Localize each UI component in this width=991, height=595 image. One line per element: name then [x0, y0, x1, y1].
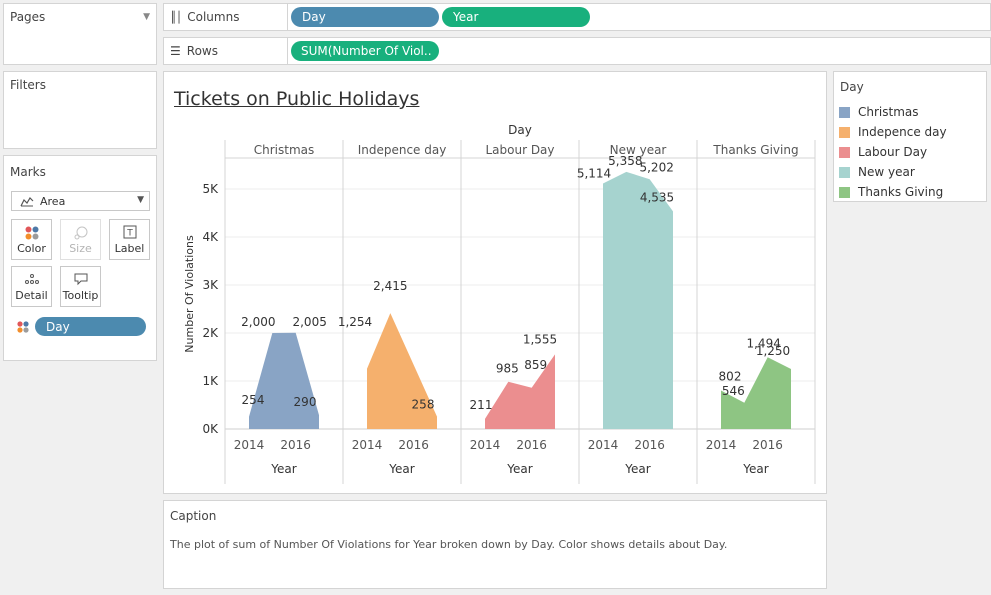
legend-swatch	[839, 146, 850, 158]
chart-panel: Tickets on Public Holidays	[163, 71, 827, 494]
caption-title: Caption	[170, 509, 217, 523]
color-dots-icon	[12, 225, 51, 241]
label-button[interactable]: T Label	[109, 219, 150, 260]
rows-shelf-label: ☰ Rows	[164, 38, 288, 64]
legend-swatch	[839, 106, 850, 118]
chart-title: Tickets on Public Holidays	[174, 88, 420, 110]
tooltip-bubble-icon	[61, 272, 100, 286]
rows-icon: ☰	[170, 44, 181, 58]
caption-text: The plot of sum of Number Of Violations …	[170, 538, 728, 551]
columns-label: Columns	[187, 10, 240, 24]
color-field-pill-label: Day	[46, 319, 70, 334]
legend-item-labour-day[interactable]: Labour Day	[839, 143, 927, 161]
filters-panel[interactable]: Filters	[3, 71, 157, 149]
rows-pill-measure[interactable]: SUM(Number Of Viol..	[291, 41, 439, 61]
pages-title: Pages	[10, 10, 46, 24]
detail-button[interactable]: Detail	[11, 266, 52, 307]
pages-menu-chevron-icon[interactable]: ▼	[143, 12, 150, 22]
legend-item-new-year[interactable]: New year	[839, 163, 915, 181]
mark-type-dropdown[interactable]: Area ▼	[11, 191, 150, 211]
legend-item-indepence-day[interactable]: Indepence day	[839, 123, 947, 141]
filters-title: Filters	[10, 78, 46, 92]
caption-panel: Caption The plot of sum of Number Of Vio…	[163, 500, 827, 589]
legend-panel: Day Christmas Indepence day Labour Day N…	[833, 71, 987, 202]
columns-pill-year-label: Year	[453, 10, 479, 24]
detail-dots-icon	[12, 272, 51, 286]
legend-label: Thanks Giving	[858, 185, 944, 199]
rows-shelf[interactable]: ☰ Rows SUM(Number Of Viol..	[163, 37, 991, 65]
legend-swatch	[839, 166, 850, 178]
area-chart-icon	[20, 196, 34, 206]
detail-button-label: Detail	[15, 289, 48, 302]
size-icon	[61, 225, 100, 241]
legend-label: Indepence day	[858, 125, 947, 139]
legend-item-christmas[interactable]: Christmas	[839, 103, 919, 121]
size-button-label: Size	[69, 242, 92, 255]
columns-shelf-label: ║│ Columns	[164, 4, 288, 30]
columns-pill-year[interactable]: Year	[442, 7, 590, 27]
columns-shelf[interactable]: ║│ Columns Day Year	[163, 3, 991, 31]
legend-label: New year	[858, 165, 915, 179]
size-button[interactable]: Size	[60, 219, 101, 260]
tooltip-button-label: Tooltip	[62, 289, 99, 302]
chevron-down-icon: ▼	[137, 195, 144, 205]
legend-label: Christmas	[858, 105, 919, 119]
rows-pill-measure-label: SUM(Number Of Viol..	[301, 44, 432, 58]
columns-pill-day[interactable]: Day	[291, 7, 439, 27]
mark-type-label: Area	[40, 194, 66, 208]
label-icon: T	[110, 225, 149, 239]
pages-panel[interactable]: Pages ▼	[3, 3, 157, 65]
columns-pill-day-label: Day	[302, 10, 326, 24]
legend-item-thanks-giving[interactable]: Thanks Giving	[839, 183, 943, 201]
svg-text:T: T	[126, 229, 133, 239]
color-button-label: Color	[17, 242, 46, 255]
legend-label: Labour Day	[858, 145, 928, 159]
marks-panel: Marks Area ▼ Color Size T Label Detail T…	[3, 155, 157, 361]
tooltip-button[interactable]: Tooltip	[60, 266, 101, 307]
legend-swatch	[839, 126, 850, 138]
legend-title: Day	[840, 80, 864, 94]
color-encoding-icon	[16, 320, 30, 337]
legend-swatch	[839, 186, 850, 198]
rows-label: Rows	[186, 44, 218, 58]
label-button-label: Label	[114, 242, 145, 255]
color-button[interactable]: Color	[11, 219, 52, 260]
columns-icon: ║│	[170, 10, 182, 24]
marks-title: Marks	[10, 165, 46, 179]
color-field-pill[interactable]: Day	[35, 317, 146, 336]
